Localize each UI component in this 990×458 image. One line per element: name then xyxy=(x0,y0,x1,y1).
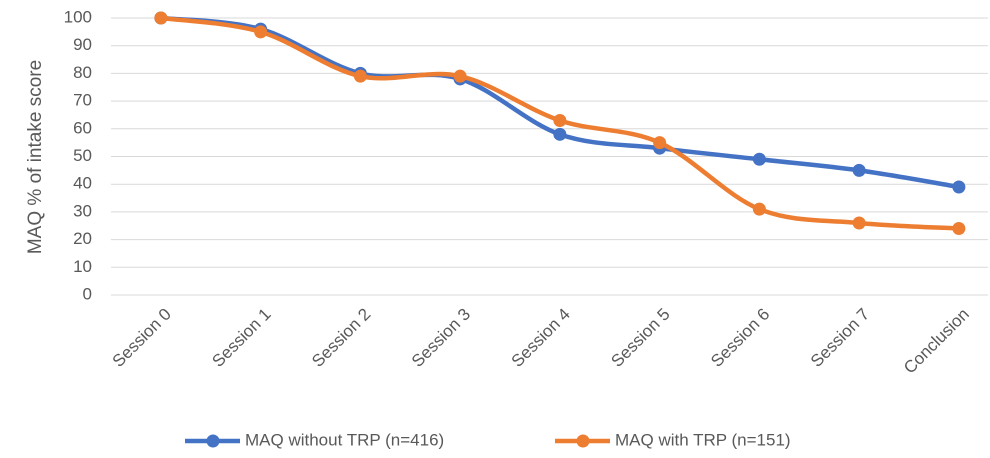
x-tick-label: Session 5 xyxy=(607,305,673,371)
legend-marker xyxy=(576,434,590,448)
y-tick-label: 20 xyxy=(73,229,92,248)
legend-label: MAQ without TRP (n=416) xyxy=(245,430,444,449)
y-tick-label: 100 xyxy=(64,7,92,26)
x-tick-label: Conclusion xyxy=(900,305,973,378)
y-tick-label: 40 xyxy=(73,174,92,193)
legend-label: MAQ with TRP (n=151) xyxy=(615,430,791,449)
x-tick-label: Session 3 xyxy=(408,305,474,371)
data-point xyxy=(952,222,966,236)
y-tick-label: 0 xyxy=(83,284,92,303)
x-tick-label: Session 6 xyxy=(707,305,773,371)
data-point xyxy=(653,136,667,150)
data-point xyxy=(752,202,766,216)
x-tick-label: Session 7 xyxy=(807,305,873,371)
y-tick-label: 70 xyxy=(73,91,92,110)
data-point xyxy=(752,152,766,166)
data-point xyxy=(952,180,966,194)
data-point xyxy=(254,25,268,39)
data-point xyxy=(453,69,467,83)
data-point xyxy=(852,216,866,230)
data-point xyxy=(154,11,168,25)
legend-marker xyxy=(206,434,220,448)
data-point xyxy=(553,127,567,141)
data-point xyxy=(553,113,567,127)
data-point xyxy=(353,69,367,83)
y-tick-label: 90 xyxy=(73,35,92,54)
x-tick-label: Session 4 xyxy=(508,305,574,371)
y-axis-title: MAQ % of intake score xyxy=(25,60,46,254)
data-point xyxy=(852,163,866,177)
x-tick-label: Session 2 xyxy=(308,305,374,371)
x-tick-label: Session 0 xyxy=(109,305,175,371)
y-tick-label: 60 xyxy=(73,118,92,137)
y-tick-label: 80 xyxy=(73,63,92,82)
series-line xyxy=(158,15,962,190)
y-tick-label: 50 xyxy=(73,146,92,165)
y-tick-label: 10 xyxy=(73,257,92,276)
y-tick-label: 30 xyxy=(73,201,92,220)
x-tick-label: Session 1 xyxy=(208,305,274,371)
